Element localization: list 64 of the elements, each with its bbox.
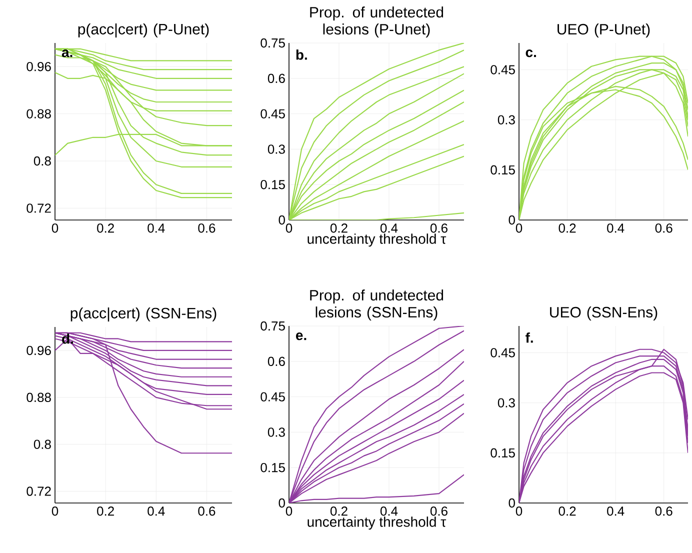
y-tick-label: 0.75 <box>260 38 285 48</box>
x-tick-label: 0.2 <box>330 506 348 516</box>
x-tick-label: 0.4 <box>380 506 398 516</box>
y-tick-label: 0.3 <box>268 428 285 437</box>
y-tick-label: 0.3 <box>498 398 515 408</box>
chart-title: Prop. of undetected lesions (P-Unet) <box>310 6 444 38</box>
x-tick-label: 0.6 <box>430 224 448 233</box>
annotation: c. <box>526 50 536 58</box>
x-axis-title: uncertainty threshold τ <box>308 234 446 247</box>
y-tick-label: 0.6 <box>268 74 285 83</box>
y-tick-label: 0.88 <box>26 392 51 402</box>
x-tick-label: 0.4 <box>607 506 624 516</box>
y-tick-label: 0.8 <box>34 156 51 166</box>
y-tick-label: 0.75 <box>260 321 285 331</box>
x-tick-label: 0 <box>516 506 522 516</box>
annotation: e. <box>296 332 306 340</box>
x-tick-label: 0.6 <box>655 506 672 516</box>
chart-title: UEO (SSN-Ens) <box>550 306 658 321</box>
y-tick-label: 0.45 <box>260 109 285 118</box>
chart-title: p(acc|cert) (P-Unet) <box>78 23 209 38</box>
x-tick-label: 0 <box>286 506 292 516</box>
x-tick-label: 0.4 <box>380 224 398 233</box>
y-tick-label: 0.72 <box>26 204 51 213</box>
x-tick-label: 0.4 <box>148 506 165 516</box>
x-tick-label: 0.2 <box>558 506 576 516</box>
y-tick-label: 0.15 <box>260 180 285 190</box>
y-tick-label: 0.15 <box>490 165 515 175</box>
y-tick-label: 0.3 <box>498 115 515 124</box>
y-tick-label: 0.15 <box>260 463 285 472</box>
chart-title: Prop. of undetected lesions (SSN-Ens) <box>310 290 444 321</box>
y-tick-label: 0 <box>508 215 515 225</box>
x-tick-label: 0 <box>286 224 292 233</box>
x-tick-label: 0.6 <box>198 224 216 233</box>
x-tick-label: 0.6 <box>430 506 448 516</box>
x-tick-label: 0.2 <box>558 224 576 233</box>
y-tick-label: 0.6 <box>268 356 285 366</box>
x-tick-label: 0.6 <box>198 506 216 516</box>
y-tick-label: 0.45 <box>260 392 285 402</box>
x-tick-label: 0.2 <box>330 224 348 233</box>
x-tick-label: 0 <box>52 506 58 516</box>
x-tick-label: 0.2 <box>97 506 114 516</box>
y-tick-label: 0.3 <box>268 144 285 154</box>
x-tick-label: 0.4 <box>607 224 624 233</box>
y-tick-label: 0.45 <box>490 348 515 358</box>
y-tick-label: 0 <box>278 498 285 508</box>
y-tick-label: 0.96 <box>26 346 51 356</box>
x-tick-label: 0.2 <box>97 224 114 233</box>
x-tick-label: 0 <box>52 224 58 233</box>
y-tick-label: 0.15 <box>490 448 515 458</box>
x-axis-title: uncertainty threshold τ <box>308 516 446 530</box>
y-tick-label: 0.96 <box>26 62 51 72</box>
y-tick-label: 0.88 <box>26 109 51 118</box>
y-tick-label: 0.72 <box>26 486 51 496</box>
y-tick-label: 0.45 <box>490 65 515 74</box>
chart-title: p(acc|cert) (SSN-Ens) <box>70 307 216 322</box>
x-tick-label: 0.6 <box>655 224 672 233</box>
y-tick-label: 0 <box>278 215 285 225</box>
y-tick-label: 0 <box>508 498 515 508</box>
chart-title: UEO (P-Unet) <box>558 24 650 38</box>
x-tick-label: 0.4 <box>148 224 165 233</box>
annotation: b. <box>296 50 307 60</box>
x-tick-label: 0 <box>516 224 522 233</box>
y-tick-label: 0.8 <box>34 440 51 449</box>
annotation: f. <box>526 332 533 343</box>
